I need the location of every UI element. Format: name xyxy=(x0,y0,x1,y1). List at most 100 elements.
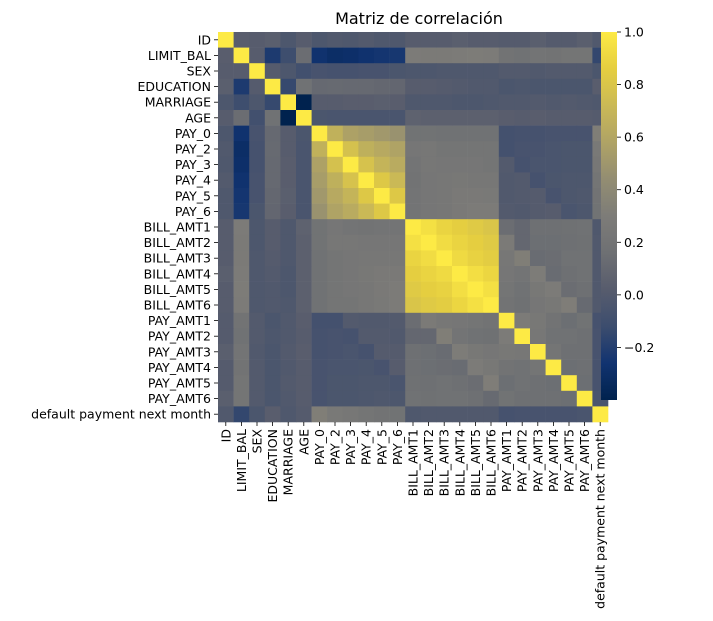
heatmap-cell xyxy=(530,234,546,251)
heatmap-cell xyxy=(576,63,593,80)
heatmap-cell xyxy=(389,375,406,392)
x-tick-label: PAY_AMT3 xyxy=(530,429,545,492)
heatmap-cell xyxy=(374,281,390,298)
heatmap-cell xyxy=(420,281,437,298)
heatmap-cell xyxy=(358,32,375,48)
heatmap-cell xyxy=(280,359,297,376)
heatmap-cell xyxy=(374,375,390,392)
heatmap-cell xyxy=(405,110,422,126)
heatmap-cell xyxy=(483,156,500,173)
x-tick-label: BILL_AMT4 xyxy=(452,429,467,496)
heatmap-cell xyxy=(311,250,328,267)
heatmap-cell xyxy=(452,110,468,126)
heatmap-cell xyxy=(342,141,359,158)
heatmap-cell xyxy=(327,78,344,95)
heatmap-cell xyxy=(233,359,250,376)
heatmap-cell xyxy=(311,172,328,189)
heatmap-cell xyxy=(342,32,359,48)
heatmap-cell xyxy=(467,125,484,142)
heatmap-cell xyxy=(311,203,328,220)
heatmap-cell xyxy=(483,297,500,314)
heatmap-cell xyxy=(530,78,546,95)
heatmap-cell xyxy=(311,406,328,423)
heatmap-cell xyxy=(405,141,422,158)
heatmap-cell xyxy=(436,359,453,376)
heatmap-cell xyxy=(420,344,437,360)
heatmap-cell xyxy=(498,125,515,142)
heatmap-cells xyxy=(218,32,609,423)
heatmap-cell xyxy=(452,375,468,392)
heatmap-cell xyxy=(311,312,328,329)
heatmap-cell xyxy=(342,344,359,360)
heatmap-cell xyxy=(405,32,422,48)
heatmap-cell xyxy=(483,266,500,282)
heatmap-cell xyxy=(389,63,406,80)
heatmap-cell xyxy=(218,250,234,267)
heatmap-cell xyxy=(233,125,250,142)
heatmap-cell xyxy=(311,328,328,345)
heatmap-cell xyxy=(218,312,234,329)
heatmap-cell xyxy=(233,78,250,95)
heatmap-cell xyxy=(545,110,562,126)
heatmap-cell xyxy=(483,203,500,220)
heatmap-cell xyxy=(452,203,468,220)
heatmap-cell xyxy=(280,344,297,360)
heatmap-cell xyxy=(576,344,593,360)
heatmap-cell xyxy=(545,203,562,220)
heatmap-cell xyxy=(389,125,406,142)
heatmap-cell xyxy=(218,47,234,64)
heatmap-cell xyxy=(358,297,375,314)
heatmap-cell xyxy=(389,297,406,314)
heatmap-cell xyxy=(342,125,359,142)
heatmap-cell xyxy=(483,47,500,64)
heatmap-cell xyxy=(436,47,453,64)
heatmap-cell xyxy=(436,63,453,80)
heatmap-cell xyxy=(280,281,297,298)
heatmap-cell xyxy=(405,188,422,204)
heatmap-cell xyxy=(498,94,515,111)
heatmap-cell xyxy=(576,156,593,173)
heatmap-cell xyxy=(374,297,390,314)
colorbar-tick-label: 0.0 xyxy=(624,287,644,302)
heatmap-cell xyxy=(530,47,546,64)
heatmap-cell xyxy=(498,63,515,80)
heatmap-cell xyxy=(576,250,593,267)
heatmap-cell xyxy=(530,141,546,158)
colorbar-tick-label: −0.2 xyxy=(624,340,654,355)
heatmap-cell xyxy=(358,78,375,95)
heatmap-cell xyxy=(342,250,359,267)
heatmap-cell xyxy=(576,328,593,345)
heatmap-cell xyxy=(576,78,593,95)
heatmap-cell xyxy=(467,312,484,329)
heatmap-cell xyxy=(436,94,453,111)
heatmap-cell xyxy=(327,266,344,282)
heatmap-cell xyxy=(342,281,359,298)
heatmap-cell xyxy=(249,125,266,142)
heatmap-cell xyxy=(530,125,546,142)
heatmap-cell xyxy=(218,63,234,80)
x-tick-label: BILL_AMT1 xyxy=(406,429,421,496)
heatmap-cell xyxy=(467,188,484,204)
heatmap-cell xyxy=(514,219,531,236)
heatmap-cell xyxy=(498,312,515,329)
heatmap-cell xyxy=(218,32,234,48)
colorbar-tick-label: 0.6 xyxy=(624,130,644,145)
heatmap-cell xyxy=(498,110,515,126)
heatmap-cell xyxy=(342,390,359,407)
heatmap-cell xyxy=(545,281,562,298)
heatmap-cell xyxy=(218,125,234,142)
heatmap-cell xyxy=(374,63,390,80)
heatmap-cell xyxy=(498,234,515,251)
heatmap-cell xyxy=(280,78,297,95)
heatmap-cell xyxy=(358,219,375,236)
heatmap-cell xyxy=(514,110,531,126)
heatmap-cell xyxy=(420,297,437,314)
heatmap-cell xyxy=(233,281,250,298)
heatmap-cell xyxy=(233,219,250,236)
heatmap-cell xyxy=(389,328,406,345)
heatmap-cell xyxy=(483,406,500,423)
heatmap-cell xyxy=(264,281,281,298)
heatmap-cell xyxy=(452,219,468,236)
heatmap-cell xyxy=(452,312,468,329)
heatmap-cell xyxy=(218,219,234,236)
